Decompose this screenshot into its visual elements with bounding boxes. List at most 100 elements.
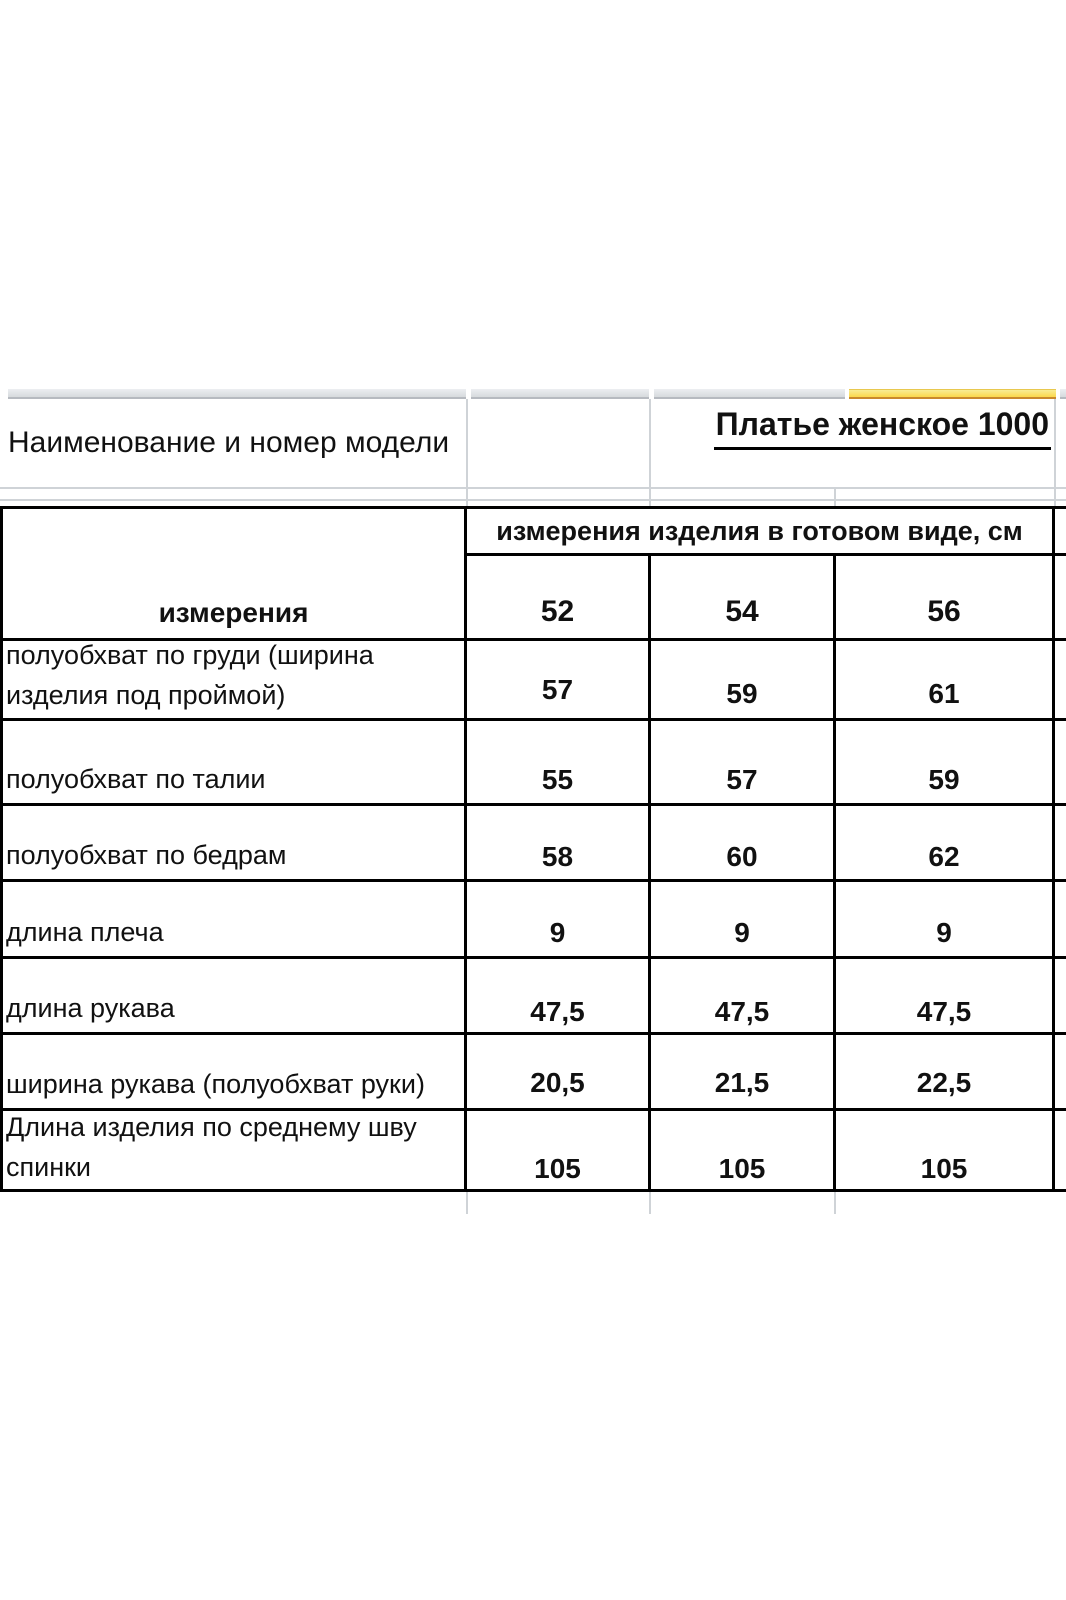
cell-hips-52[interactable]: 58 — [467, 803, 648, 879]
gridline — [466, 1192, 468, 1214]
model-name-value: Платье женское 1000 — [713, 406, 1051, 450]
size-header-52-text: 52 — [540, 595, 575, 628]
cell-text: 57 — [541, 674, 574, 705]
cell-shoulder-52[interactable]: 9 — [467, 879, 648, 956]
table-border-line — [464, 506, 467, 1192]
cell-back-length-56[interactable]: 105 — [836, 1108, 1052, 1189]
table-border-line — [0, 506, 1066, 509]
strip-segment — [654, 389, 845, 399]
size-header-52[interactable]: 52 — [467, 553, 648, 638]
gridline — [649, 399, 651, 487]
strip-segment — [471, 389, 649, 399]
size-header-56-text: 56 — [927, 595, 961, 628]
table-border-line — [648, 553, 651, 1192]
row-label-chest[interactable]: полуобхват по груди (ширина изделия под … — [6, 641, 456, 718]
model-name-label: Наименование и номер модели — [8, 425, 450, 459]
highlighted-cell-strip[interactable] — [849, 389, 1056, 399]
table-border-line — [0, 1189, 1066, 1192]
cell-sleeve-length-52[interactable]: 47,5 — [467, 956, 648, 1032]
gridline — [649, 487, 651, 506]
row-label-back-length[interactable]: Длина изделия по среднему шву спинки — [6, 1111, 456, 1189]
gridline — [1054, 399, 1056, 506]
cell-text: 47,5 — [714, 996, 770, 1027]
table-border-line — [0, 1108, 1066, 1111]
row-label-sleeve-length-text: длина рукава — [6, 993, 175, 1023]
table-border-line — [833, 553, 836, 1192]
size-header-54[interactable]: 54 — [651, 553, 833, 638]
cell-text: 55 — [541, 764, 574, 795]
model-name-label-cell[interactable]: Наименование и номер модели — [8, 397, 460, 487]
measure-column-header[interactable]: измерения — [3, 506, 464, 638]
cell-hips-54[interactable]: 60 — [651, 803, 833, 879]
cell-text: 9 — [549, 917, 566, 948]
cell-shoulder-56[interactable]: 9 — [836, 879, 1052, 956]
table-header-measurements[interactable]: измерения изделия в готовом виде, см — [467, 509, 1052, 553]
gridline — [834, 487, 836, 506]
table-border-line — [0, 506, 3, 1192]
cell-sleeve-width-54[interactable]: 21,5 — [651, 1032, 833, 1108]
cell-chest-56[interactable]: 61 — [836, 638, 1052, 718]
row-label-hips-text: полуобхват по бедрам — [6, 840, 287, 870]
cell-text: 20,5 — [530, 1067, 585, 1098]
cell-sleeve-width-52[interactable]: 20,5 — [467, 1032, 648, 1108]
table-border-line — [0, 1032, 1066, 1035]
model-name-value-cell[interactable]: Платье женское 1000 — [650, 406, 1051, 466]
strip-segment — [1060, 389, 1066, 399]
cell-back-length-52[interactable]: 105 — [467, 1108, 648, 1189]
cell-text: 21,5 — [714, 1067, 770, 1098]
cell-back-length-54[interactable]: 105 — [651, 1108, 833, 1189]
cell-text: 59 — [928, 764, 960, 795]
table-header-measurements-text: измерения изделия в готовом виде, см — [496, 515, 1023, 546]
strip-segment — [8, 389, 466, 399]
row-label-sleeve-width[interactable]: ширина рукава (полуобхват руки) — [6, 1035, 456, 1108]
cell-text: 105 — [534, 1153, 581, 1184]
cell-sleeve-length-56[interactable]: 47,5 — [836, 956, 1052, 1032]
gridline — [834, 1192, 836, 1214]
cell-text: 9 — [734, 917, 750, 948]
row-label-waist[interactable]: полуобхват по талии — [6, 721, 456, 803]
table-border-line — [467, 553, 1066, 556]
size-header-56[interactable]: 56 — [836, 553, 1052, 638]
table-border-line — [0, 803, 1066, 806]
cell-waist-52[interactable]: 55 — [467, 718, 648, 803]
row-label-back-length-text: Длина изделия по среднему шву спинки — [6, 1112, 417, 1182]
size-header-54-text: 54 — [725, 595, 759, 628]
cell-text: 59 — [726, 678, 758, 709]
gridline — [649, 1192, 651, 1214]
row-label-sleeve-length[interactable]: длина рукава — [6, 959, 456, 1032]
cell-chest-54[interactable]: 59 — [651, 638, 833, 718]
cell-shoulder-54[interactable]: 9 — [651, 879, 833, 956]
row-label-waist-text: полуобхват по талии — [6, 764, 266, 794]
cell-text: 58 — [541, 841, 574, 872]
table-border-line — [0, 718, 1066, 721]
table-border-line — [0, 879, 1066, 882]
cell-text: 105 — [718, 1153, 766, 1184]
cell-sleeve-length-54[interactable]: 47,5 — [651, 956, 833, 1032]
cell-text: 105 — [920, 1153, 968, 1184]
cell-text: 47,5 — [530, 996, 585, 1027]
table-border-line — [0, 956, 1066, 959]
cell-hips-56[interactable]: 62 — [836, 803, 1052, 879]
cell-text: 61 — [928, 678, 960, 709]
table-border-line — [0, 638, 1066, 641]
row-label-chest-text: полуобхват по груди (ширина изделия под … — [6, 641, 374, 710]
cell-waist-54[interactable]: 57 — [651, 718, 833, 803]
row-label-shoulder-text: длина плеча — [6, 917, 164, 947]
row-label-shoulder[interactable]: длина плеча — [6, 882, 456, 956]
cell-waist-56[interactable]: 59 — [836, 718, 1052, 803]
cell-chest-52[interactable]: 57 — [467, 638, 648, 718]
gridline — [0, 499, 1066, 501]
cell-sleeve-width-56[interactable]: 22,5 — [836, 1032, 1052, 1108]
gridline — [466, 399, 468, 487]
cell-text: 57 — [726, 764, 758, 795]
row-label-hips[interactable]: полуобхват по бедрам — [6, 806, 456, 879]
table-border-line — [1052, 506, 1055, 1192]
measure-column-header-text: измерения — [158, 597, 309, 628]
cell-text: 9 — [936, 917, 952, 948]
gridline — [0, 487, 1066, 489]
cell-text: 60 — [726, 841, 758, 872]
cell-text: 22,5 — [916, 1067, 972, 1098]
gridline — [466, 487, 468, 506]
row-label-sleeve-width-text: ширина рукава (полуобхват руки) — [6, 1069, 425, 1099]
